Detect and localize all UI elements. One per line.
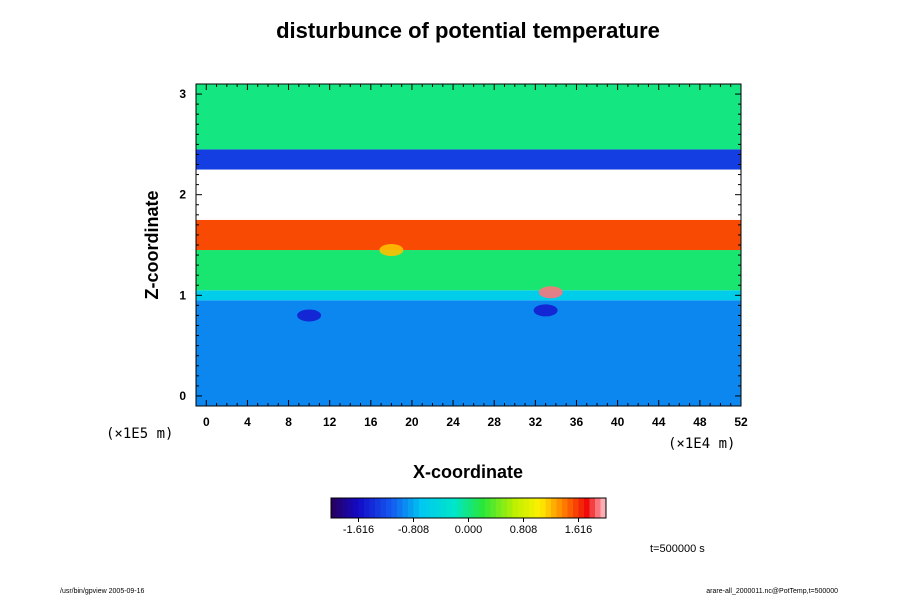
colorbar-cell bbox=[435, 498, 442, 518]
x-tick-label: 44 bbox=[652, 415, 666, 429]
y-tick-label: 1 bbox=[179, 288, 186, 302]
field-feature bbox=[533, 304, 558, 317]
field-band bbox=[196, 169, 741, 220]
colorbar-cell bbox=[375, 498, 381, 518]
colorbar-cell bbox=[347, 498, 354, 518]
colorbar-cell bbox=[468, 498, 475, 518]
field-feature bbox=[538, 286, 563, 299]
colorbar-cell bbox=[380, 498, 387, 518]
x-tick-label: 40 bbox=[611, 415, 625, 429]
colorbar-cell bbox=[507, 498, 513, 518]
x-tick-label: 48 bbox=[693, 415, 707, 429]
field-band bbox=[196, 250, 741, 291]
x-tick-label: 24 bbox=[446, 415, 460, 429]
colorbar-cell bbox=[424, 498, 431, 518]
colorbar-cell bbox=[331, 498, 337, 518]
colorbar-tick-label: 1.616 bbox=[565, 524, 593, 536]
x-tick-label: 16 bbox=[364, 415, 378, 429]
y-unit-label: (×1E5 m) bbox=[106, 426, 173, 442]
heatmap-features bbox=[297, 244, 563, 322]
colorbar-cell bbox=[534, 498, 541, 518]
colorbar-cell bbox=[474, 498, 480, 518]
colorbar-cell bbox=[529, 498, 535, 518]
colorbar-cell bbox=[512, 498, 519, 518]
field-feature bbox=[379, 244, 404, 257]
colorbar-cell bbox=[441, 498, 447, 518]
colorbar-cell bbox=[457, 498, 464, 518]
colorbar-cell bbox=[452, 498, 458, 518]
footer-right: arare-all_2000011.nc@PotTemp,t=500000 bbox=[706, 588, 838, 595]
field-band bbox=[196, 84, 741, 150]
colorbar-cell bbox=[551, 498, 557, 518]
colorbar-cell bbox=[556, 498, 563, 518]
colorbar-cell bbox=[353, 498, 359, 518]
colorbar-cell bbox=[562, 498, 568, 518]
colorbar-cell bbox=[402, 498, 409, 518]
field-feature bbox=[297, 309, 322, 322]
colorbar-cell bbox=[540, 498, 546, 518]
x-tick-label: 8 bbox=[285, 415, 292, 429]
colorbar-cell bbox=[336, 498, 343, 518]
footer-left: /usr/bin/gpview 2005-09-16 bbox=[60, 588, 145, 595]
colorbar-cell bbox=[369, 498, 376, 518]
colorbar-cell bbox=[573, 498, 579, 518]
x-tick-label: 32 bbox=[529, 415, 543, 429]
x-tick-label: 0 bbox=[203, 415, 210, 429]
colorbar-cell bbox=[342, 498, 348, 518]
colorbar-tick-label: -1.616 bbox=[343, 524, 374, 536]
x-tick-label: 52 bbox=[734, 415, 748, 429]
x-axis: 0 4 8 12 16 20 24 28 32 36 40 44 48 52 bbox=[203, 84, 748, 429]
colorbar-cell bbox=[545, 498, 552, 518]
colorbar-tick-label: -0.808 bbox=[398, 524, 429, 536]
colorbar-cell bbox=[386, 498, 392, 518]
field-band bbox=[196, 149, 741, 170]
field-band bbox=[196, 219, 741, 251]
colorbar-cell bbox=[600, 498, 607, 518]
y-axis-label: Z-coordinate bbox=[142, 190, 162, 299]
colorbar-cell bbox=[397, 498, 403, 518]
chart-title: disturbunce of potential temperature bbox=[276, 18, 660, 43]
colorbar-cell bbox=[589, 498, 596, 518]
x-tick-label: 4 bbox=[244, 415, 251, 429]
x-tick-label: 12 bbox=[323, 415, 337, 429]
colorbar-cell bbox=[463, 498, 469, 518]
time-label: t=500000 s bbox=[650, 543, 705, 555]
colorbar-cell bbox=[391, 498, 398, 518]
colorbar-cell bbox=[358, 498, 365, 518]
colorbar-cell bbox=[595, 498, 601, 518]
y-tick-label: 3 bbox=[179, 87, 186, 101]
y-axis: 0 1 2 3 bbox=[179, 87, 741, 407]
colorbar-cell bbox=[479, 498, 486, 518]
colorbar-tick-label: 0.000 bbox=[455, 524, 483, 536]
colorbar-tick-label: 0.808 bbox=[510, 524, 538, 536]
x-axis-label: X-coordinate bbox=[413, 462, 523, 482]
colorbar-cell bbox=[413, 498, 420, 518]
heatmap-field bbox=[196, 84, 741, 406]
colorbar-cell bbox=[364, 498, 370, 518]
x-unit-label: (×1E4 m) bbox=[668, 436, 735, 452]
colorbar-cell bbox=[501, 498, 508, 518]
colorbar-cell bbox=[430, 498, 436, 518]
field-band bbox=[196, 290, 741, 301]
colorbar-cell bbox=[584, 498, 590, 518]
x-tick-label: 20 bbox=[405, 415, 419, 429]
colorbar-cell bbox=[523, 498, 530, 518]
colorbar-cell bbox=[446, 498, 453, 518]
colorbar-cell bbox=[567, 498, 574, 518]
y-tick-label: 2 bbox=[179, 188, 186, 202]
colorbar-cell bbox=[490, 498, 497, 518]
colorbar bbox=[330, 497, 607, 519]
x-tick-label: 28 bbox=[488, 415, 502, 429]
colorbar-ticks: -1.616 -0.808 0.000 0.808 1.616 bbox=[343, 518, 592, 536]
colorbar-cell bbox=[419, 498, 425, 518]
field-band bbox=[196, 300, 741, 406]
colorbar-cell bbox=[496, 498, 502, 518]
colorbar-cell bbox=[485, 498, 491, 518]
x-tick-label: 36 bbox=[570, 415, 584, 429]
colorbar-cell bbox=[408, 498, 414, 518]
colorbar-cell bbox=[518, 498, 524, 518]
colorbar-cell bbox=[578, 498, 585, 518]
y-tick-label: 0 bbox=[179, 389, 186, 403]
